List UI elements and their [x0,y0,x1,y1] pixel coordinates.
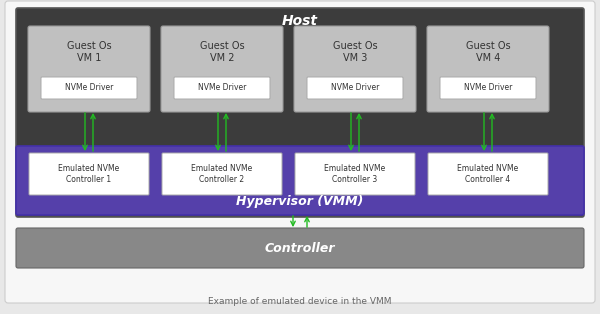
Text: Host: Host [282,14,318,28]
Text: Hypervisor (VMM): Hypervisor (VMM) [236,194,364,208]
Text: Guest Os
VM 4: Guest Os VM 4 [466,41,511,63]
Text: Guest Os
VM 1: Guest Os VM 1 [67,41,112,63]
Text: Emulated NVMe
Controller 1: Emulated NVMe Controller 1 [58,164,119,184]
Text: Guest Os
VM 2: Guest Os VM 2 [200,41,244,63]
FancyBboxPatch shape [41,77,137,99]
Text: Emulated NVMe
Controller 3: Emulated NVMe Controller 3 [325,164,386,184]
Text: Emulated NVMe
Controller 2: Emulated NVMe Controller 2 [191,164,253,184]
Text: NVMe Driver: NVMe Driver [464,84,512,93]
FancyBboxPatch shape [295,153,415,195]
Text: NVMe Driver: NVMe Driver [331,84,379,93]
FancyBboxPatch shape [29,153,149,195]
FancyBboxPatch shape [440,77,536,99]
FancyBboxPatch shape [28,26,150,112]
FancyBboxPatch shape [294,26,416,112]
FancyBboxPatch shape [16,146,584,215]
FancyBboxPatch shape [428,153,548,195]
FancyBboxPatch shape [174,77,270,99]
FancyBboxPatch shape [427,26,549,112]
FancyBboxPatch shape [162,153,282,195]
Text: NVMe Driver: NVMe Driver [198,84,246,93]
Text: NVMe Driver: NVMe Driver [65,84,113,93]
FancyBboxPatch shape [161,26,283,112]
Text: Emulated NVMe
Controller 4: Emulated NVMe Controller 4 [457,164,518,184]
FancyBboxPatch shape [5,1,595,303]
FancyBboxPatch shape [16,228,584,268]
FancyBboxPatch shape [16,8,584,217]
FancyBboxPatch shape [307,77,403,99]
Text: Controller: Controller [265,241,335,255]
Text: Example of emulated device in the VMM: Example of emulated device in the VMM [208,297,392,306]
Text: Guest Os
VM 3: Guest Os VM 3 [332,41,377,63]
